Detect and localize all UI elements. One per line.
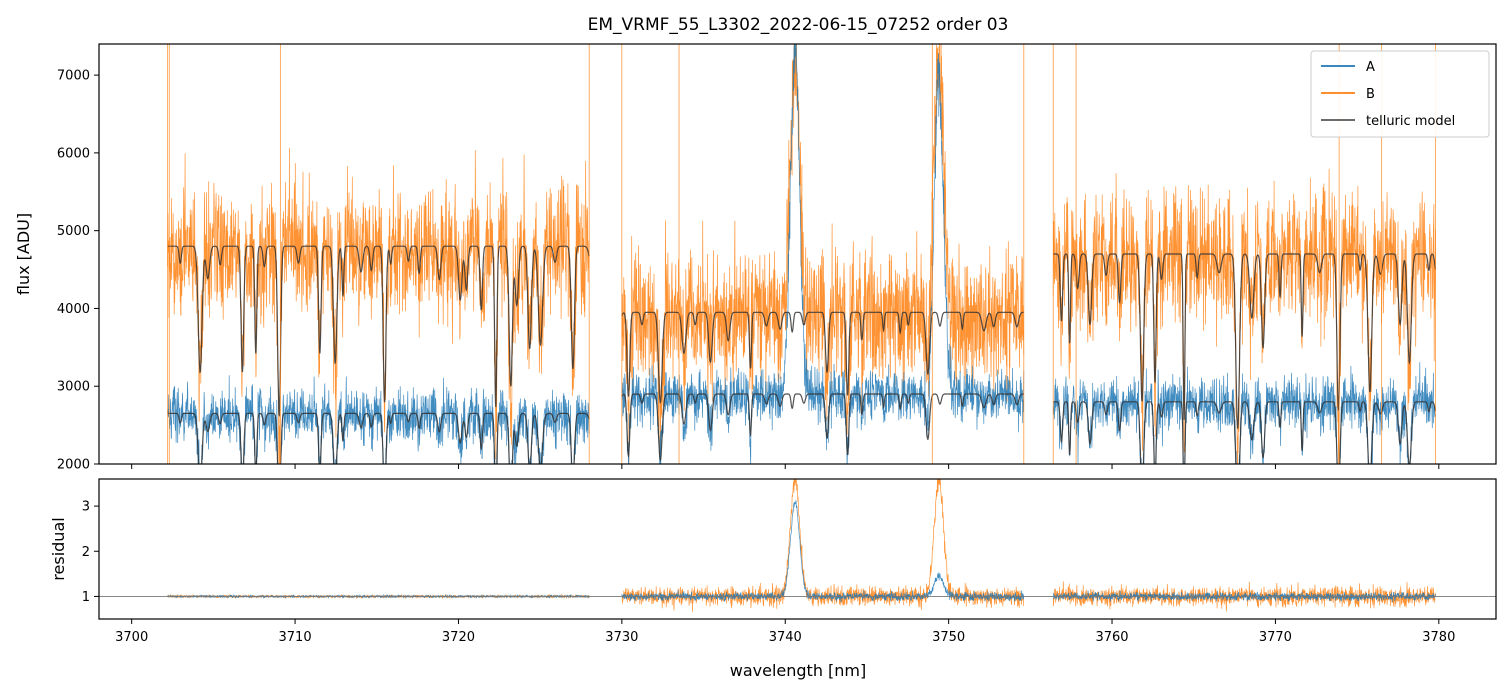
- residual-ylabel: residual: [49, 517, 68, 580]
- legend-box: [1310, 50, 1490, 138]
- x-tick-label: 3710: [279, 630, 312, 645]
- legend-label-a: A: [1366, 60, 1375, 75]
- flux-panel: 2000 3000 4000 5000 6000 7000 flux [ADU] A B …: [14, 43, 1497, 473]
- series-a-line: [167, 375, 590, 464]
- telluric-model-b-line: [167, 245, 590, 418]
- x-tick-label: 3780: [1422, 630, 1455, 645]
- series-b-line: [1052, 168, 1436, 464]
- x-tick-label: 3760: [1095, 630, 1128, 645]
- flux-ytick-label: 7000: [57, 69, 90, 84]
- x-tick-label: 3750: [932, 630, 965, 645]
- chart-title: EM_VRMF_55_L3302_2022-06-15_07252 order …: [588, 15, 1009, 35]
- x-axis-label: wavelength [nm]: [730, 661, 867, 680]
- residual-b-line: [621, 479, 1025, 612]
- flux-ytick-label: 3000: [57, 380, 90, 395]
- residual-ytick-label: 3: [82, 500, 90, 515]
- telluric-model-a-line: [621, 393, 1024, 462]
- flux-ylabel: flux [ADU]: [14, 213, 33, 295]
- x-tick-label: 3740: [769, 630, 802, 645]
- telluric-model-b-line: [621, 311, 1024, 405]
- flux-ytick-label: 2000: [57, 458, 90, 473]
- legend: A B telluric model: [1310, 50, 1490, 138]
- residual-panel: 1 2 3 3700 3710 3720 3730 3740 3750 3760 3770 3780…: [49, 478, 1497, 680]
- telluric-model-a-line: [1053, 401, 1437, 464]
- x-tick-label: 3730: [605, 630, 638, 645]
- flux-ytick-label: 6000: [57, 146, 90, 161]
- residual-ytick-label: 1: [82, 590, 90, 605]
- telluric-model-a-line: [167, 412, 590, 464]
- flux-ytick-label: 4000: [57, 302, 90, 317]
- legend-label-b: B: [1366, 87, 1375, 102]
- x-tick-label: 3770: [1259, 630, 1292, 645]
- series-a-line: [621, 44, 1025, 464]
- residual-ytick-label: 2: [82, 545, 90, 560]
- flux-ytick-label: 5000: [57, 224, 90, 239]
- series-b-line: [621, 44, 1025, 464]
- residual-axes-frame: [98, 478, 1497, 620]
- series-b-line: [167, 148, 590, 464]
- flux-axes-frame: [98, 43, 1497, 465]
- residual-a-line: [621, 499, 1025, 603]
- legend-label-telluric: telluric model: [1366, 114, 1455, 129]
- series-a-line: [1052, 362, 1436, 464]
- x-tick-label: 3700: [115, 630, 148, 645]
- telluric-model-b-line: [1053, 253, 1437, 429]
- x-tick-label: 3720: [442, 630, 475, 645]
